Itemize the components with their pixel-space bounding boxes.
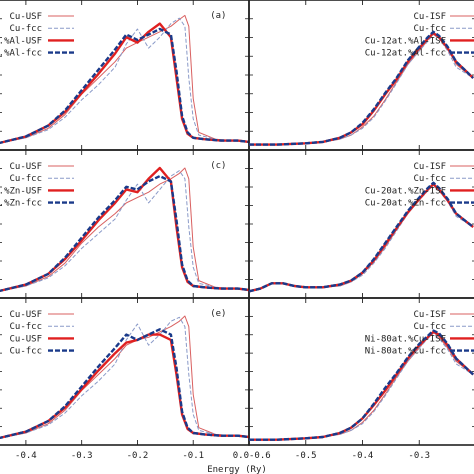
legend-entry-label: Cu-20at.%Zn-USF [0, 186, 42, 196]
panel-label: (a) [210, 11, 226, 21]
series-line-1 [0, 170, 250, 292]
legend-entry-label: Cu-USF [9, 162, 42, 172]
x-tick-label: -0.2 [127, 451, 149, 461]
x-tick-label: -0.3 [71, 451, 93, 461]
panel-frame [0, 297, 250, 446]
legend: Cu-ISF Cu-fcc Cu-20at.%Zn-ISF Cu-20at.%Zn-f… [365, 162, 474, 209]
legend: Cu-USF Cu-fcc Cu-20at.%Zn-USF Cu-20at.%Zn-f… [0, 162, 74, 209]
series-line-3 [0, 27, 250, 145]
legend: Cu-ISF Cu-fcc Ni-80at.%Cu-ISF Ni-80at.%Cu-f… [365, 310, 474, 357]
panel-b: Cu-ISF Cu-fcc Cu-12at.%Al-ISF Cu-12at.%Al-f… [248, 0, 474, 151]
legend-entry-label: Cu-USF [9, 310, 42, 320]
panel-d: Cu-ISF Cu-fcc Cu-20at.%Zn-ISF Cu-20at.%Zn-f… [248, 149, 474, 299]
panel-e: (e) Cu-USF Cu-fcc Cu-USF Cu-fcc -0.4 -0.3 -0.2 -… [0, 297, 250, 461]
series-line-0 [0, 167, 250, 292]
legend-entry-label: Cu-fcc [413, 322, 446, 332]
panel-a: (a) Cu-USF Cu-fcc Cu-12at.%Al-USF Cu-12at.%A… [0, 0, 250, 151]
panel-label: (e) [210, 309, 226, 319]
panels-layer: (a) Cu-USF Cu-fcc Cu-12at.%Al-USF Cu-12at.%A… [0, 0, 474, 461]
legend-entry-label: Cu-fcc [9, 347, 42, 357]
legend-entry-label: Ni-80at.%Cu-fcc [365, 347, 446, 357]
legend-entry-label: Cu-fcc [413, 174, 446, 184]
panel-c: (c) Cu-USF Cu-fcc Cu-20at.%Zn-USF Cu-20at.%Z… [0, 149, 250, 299]
legend-entry-label: Cu-12at.%Al-fcc [0, 49, 42, 59]
legend-entry-label: Cu-20at.%Zn-fcc [0, 199, 42, 209]
series-line-1 [0, 316, 250, 439]
series-line-3 [0, 174, 250, 293]
x-tick-label: 0.0 [233, 451, 249, 461]
legend-entry-label: Cu-12at.%Al-USF [0, 36, 42, 46]
x-tick-label: -0.4 [352, 451, 374, 461]
legend-entry-label: Cu-fcc [9, 174, 42, 184]
x-tick-label: -0.6 [249, 451, 271, 461]
legend: Cu-ISF Cu-fcc Cu-12at.%Al-ISF Cu-12at.%Al-f… [365, 12, 474, 59]
x-tick-label: -0.5 [295, 451, 317, 461]
series-line-3 [248, 181, 474, 293]
x-tick-label: -0.3 [408, 451, 430, 461]
x-tick-label: -0.4 [15, 451, 37, 461]
legend-entry-label: Ni-80at.%Cu-ISF [365, 334, 446, 344]
legend-entry-label: Cu-ISF [413, 12, 446, 22]
legend-entry-label: Cu-12at.%Al-fcc [365, 49, 446, 59]
panel-frame [0, 0, 250, 151]
legend-entry-label: Cu-12at.%Al-ISF [365, 36, 446, 46]
legend-entry-label: Cu-fcc [9, 24, 42, 34]
panel-label: (c) [210, 161, 226, 171]
panel-frame [0, 149, 250, 299]
legend-entry-label: Cu-ISF [413, 162, 446, 172]
series-line-3 [249, 329, 474, 441]
x-axis-label: Energy (Ry) [207, 465, 267, 474]
legend-entry-label: Cu-fcc [413, 24, 446, 34]
legend-entry-label: Cu-ISF [413, 310, 446, 320]
legend-entry-label: Cu-USF [9, 334, 42, 344]
legend-entry-label: Cu-USF [9, 12, 42, 22]
legend-entry-label: Cu-20at.%Zn-ISF [365, 186, 446, 196]
x-tick-label: -0.1 [182, 451, 204, 461]
panel-f: Cu-ISF Cu-fcc Ni-80at.%Cu-ISF Ni-80at.%Cu-f… [248, 297, 474, 461]
series-line-3 [0, 328, 250, 440]
series-line-1 [0, 17, 250, 144]
series-line-3 [249, 30, 474, 146]
legend: Cu-USF Cu-fcc Cu-USF Cu-fcc [9, 310, 74, 357]
series-line-0 [0, 14, 250, 144]
legend-entry-label: Cu-20at.%Zn-fcc [365, 199, 446, 209]
legend-entry-label: Cu-fcc [9, 322, 42, 332]
legend: Cu-USF Cu-fcc Cu-12at.%Al-USF Cu-12at.%Al-f… [0, 12, 74, 59]
